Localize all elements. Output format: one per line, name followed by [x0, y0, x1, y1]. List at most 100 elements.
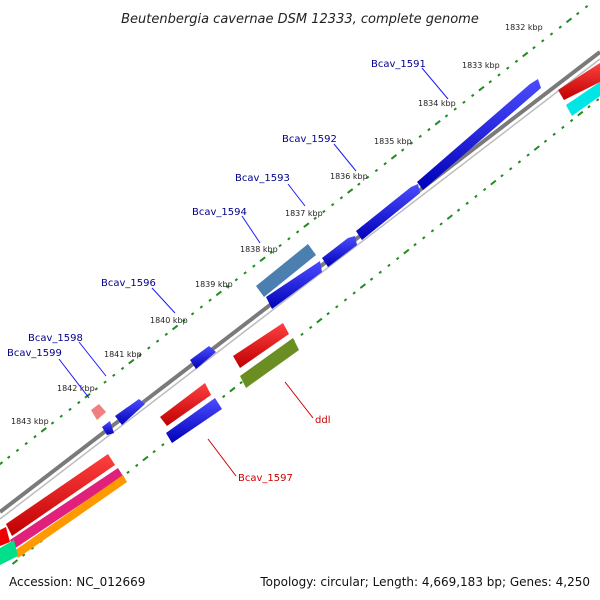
- gene-label-bcav-1597[interactable]: Bcav_1597: [238, 473, 293, 484]
- track-tick: [508, 167, 513, 171]
- track-tick: [7, 455, 11, 459]
- track-tick: [422, 236, 426, 240]
- kbp-label: 1837 kbp: [285, 209, 323, 218]
- gene-magenta[interactable]: [10, 468, 123, 549]
- kbp-label: 1841 kbp: [104, 350, 142, 359]
- track-tick: [295, 230, 300, 234]
- track-tick: [434, 119, 441, 126]
- track-tick: [543, 139, 548, 143]
- track-tick: [252, 264, 256, 268]
- track-tick: [403, 248, 410, 255]
- track-tick: [390, 154, 398, 160]
- gene-bcav-1591[interactable]: [417, 79, 541, 190]
- gene-bcav-1598[interactable]: [115, 399, 145, 425]
- track-tick: [369, 277, 374, 281]
- track-tick: [569, 118, 574, 123]
- track-tick: [103, 380, 107, 384]
- track-tick: [40, 427, 47, 433]
- track-tick: [225, 284, 230, 289]
- track-tick: [497, 73, 501, 77]
- gene-red-mid[interactable]: [160, 383, 211, 426]
- track-tick: [565, 17, 573, 24]
- gene-red-edge[interactable]: [0, 527, 10, 546]
- kbp-label: 1840 kbp: [150, 316, 188, 325]
- gene-bcav-1593[interactable]: [322, 236, 357, 267]
- track-tick: [357, 182, 361, 186]
- track-tick: [59, 414, 63, 418]
- track-tick: [120, 366, 125, 371]
- track-tick: [549, 32, 554, 36]
- track-tick: [506, 66, 510, 70]
- gene-red-long[interactable]: [6, 454, 115, 536]
- gene-bcav-1596[interactable]: [190, 346, 216, 369]
- track-tick: [418, 134, 422, 139]
- gene-ddl[interactable]: [240, 338, 299, 388]
- track-tick: [313, 216, 317, 220]
- track-tick: [500, 174, 504, 178]
- gene-label-bcav-1598[interactable]: Bcav_1598: [28, 333, 83, 344]
- kbp-label: 1842 kbp: [57, 384, 95, 393]
- track-tick: [15, 448, 20, 452]
- track-tick: [561, 125, 565, 130]
- gene-orange[interactable]: [14, 475, 127, 558]
- track-tick: [215, 290, 222, 297]
- gene-red-upper[interactable]: [233, 323, 289, 368]
- map-title: Beutenbergia cavernae DSM 12333, complet…: [121, 12, 479, 27]
- track-tick: [303, 222, 310, 228]
- gene-label-ddl[interactable]: ddl: [315, 415, 330, 426]
- gene-label-bcav-1593[interactable]: Bcav_1593: [235, 173, 290, 184]
- track-tick: [347, 188, 354, 194]
- gene-steel[interactable]: [256, 244, 316, 297]
- track-tick: [112, 373, 116, 377]
- track-tick: [577, 110, 584, 117]
- kbp-label: 1834 kbp: [418, 99, 456, 108]
- track-tick: [522, 51, 529, 58]
- forward-genes: [91, 79, 541, 435]
- track-tick: [465, 201, 469, 205]
- track-tick: [444, 114, 449, 118]
- track-tick: [182, 319, 186, 323]
- track-tick: [400, 148, 405, 152]
- track-tick: [470, 93, 475, 98]
- gene-label-bcav-1592[interactable]: Bcav_1592: [282, 134, 337, 145]
- track-tick: [147, 346, 151, 350]
- track-tick: [68, 407, 72, 412]
- track-tick: [456, 208, 461, 212]
- gene-teal[interactable]: [0, 540, 18, 565]
- gene-bcav-1592[interactable]: [356, 184, 420, 240]
- gene-cyan-right[interactable]: [566, 82, 600, 116]
- track-tick: [30, 546, 35, 550]
- track-tick: [339, 196, 344, 200]
- track-tick: [453, 107, 457, 111]
- track-tick: [533, 145, 540, 151]
- gene-pink-small[interactable]: [91, 404, 106, 420]
- track-tick: [300, 332, 304, 337]
- leader-lines-red: [207, 381, 314, 477]
- gene-bcav-1597[interactable]: [166, 398, 222, 443]
- track-tick: [259, 256, 266, 263]
- kbp-label: 1843 kbp: [11, 417, 49, 426]
- track-tick: [161, 443, 165, 447]
- gene-bcav-1594[interactable]: [266, 261, 322, 309]
- track-tick: [126, 470, 130, 474]
- gene-label-bcav-1596[interactable]: Bcav_1596: [101, 278, 156, 289]
- track-tick: [595, 98, 600, 102]
- track-tick: [352, 291, 356, 295]
- track-tick: [171, 324, 179, 331]
- gene-red-right[interactable]: [558, 63, 600, 100]
- track-tick: [239, 381, 243, 385]
- track-tick: [190, 312, 195, 316]
- track-tick: [490, 179, 497, 186]
- gene-label-bcav-1591[interactable]: Bcav_1591: [371, 59, 426, 70]
- gene-bcav-1599[interactable]: [102, 421, 114, 435]
- track-tick: [413, 243, 417, 247]
- track-tick: [0, 461, 4, 466]
- track-tick: [326, 312, 330, 316]
- track-tick: [234, 278, 239, 282]
- gene-label-bcav-1594[interactable]: Bcav_1594: [192, 207, 247, 218]
- track-tick: [50, 421, 55, 425]
- track-tick: [335, 305, 339, 309]
- gene-label-bcav-1599[interactable]: Bcav_1599: [7, 348, 62, 359]
- track-tick: [308, 325, 313, 330]
- reverse-genes: [0, 63, 600, 565]
